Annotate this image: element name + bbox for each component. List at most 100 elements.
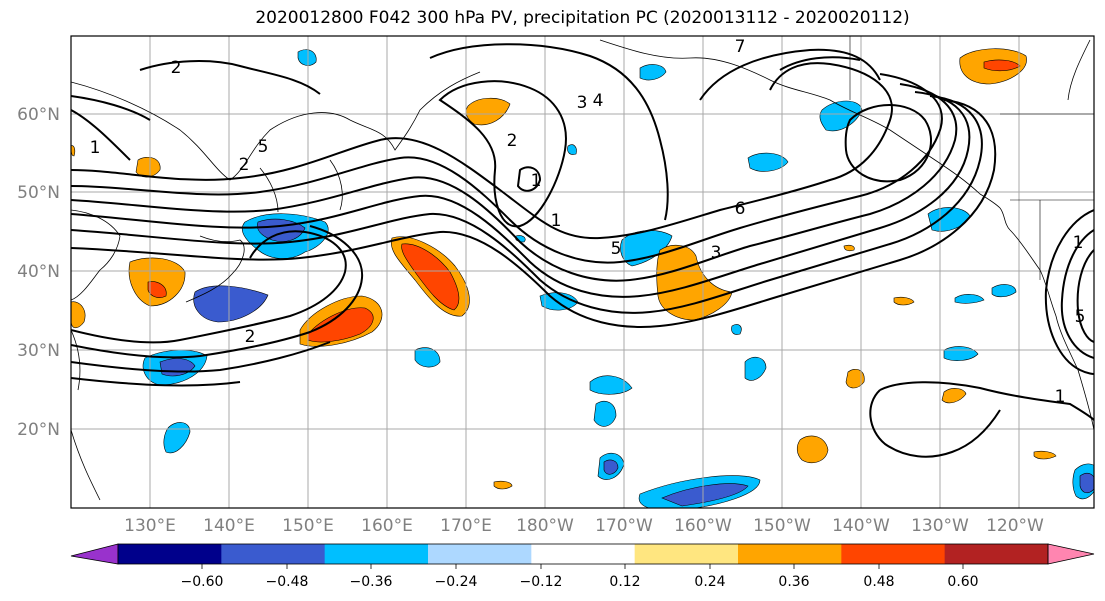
contour-label: 1: [551, 211, 562, 231]
lat-label: 40°N: [17, 262, 60, 282]
precip-blob: [128, 257, 186, 307]
precip-blob: [493, 480, 513, 490]
contour-labels: 2 1 5 2 4 3 2 1 7 6 5 3 2 1 5 1 1: [90, 37, 1086, 407]
precip-blob: [843, 244, 855, 252]
lon-label: 130°W: [911, 516, 969, 536]
contour-label: 3: [577, 93, 588, 113]
pv-contour: [139, 60, 321, 95]
colorbar-tick-label: 0.60: [947, 574, 978, 590]
precip-blob: [297, 49, 317, 66]
colorbar-extend-max: [1047, 543, 1095, 565]
pv-contour: [879, 381, 1094, 421]
lon-label: 130°E: [124, 516, 176, 536]
lat-label: 20°N: [17, 420, 60, 440]
pv-contour: [71, 341, 331, 373]
colorbar-segment: [634, 544, 739, 564]
pv-contour: [71, 99, 997, 328]
lon-label: 140°W: [832, 516, 890, 536]
pv-contour: [71, 377, 241, 387]
coastline: [71, 71, 481, 181]
contour-label: 1: [531, 171, 542, 191]
precip-blob: [639, 64, 667, 81]
precip-blob: [163, 422, 191, 454]
contour-label: 2: [245, 327, 256, 347]
pv-contour: [71, 225, 364, 359]
pv-contour: [71, 230, 347, 344]
pv-contour: [438, 80, 567, 228]
precip-blob: [983, 59, 1021, 72]
contour-label: 5: [611, 239, 622, 259]
precip-blob: [307, 307, 374, 343]
coastlines: [71, 39, 1094, 501]
precip-blob: [567, 144, 577, 155]
coastline: [71, 329, 81, 391]
precip-blob: [744, 356, 767, 381]
pv-contour: [71, 73, 943, 264]
contour-label: 1: [1055, 387, 1066, 407]
contour-label: 3: [711, 243, 722, 263]
coastline: [1067, 39, 1091, 101]
precip-blob: [845, 369, 865, 389]
contour-label: 2: [171, 58, 182, 78]
pv-contours: [71, 43, 1094, 458]
colorbar-segment: [944, 544, 1049, 564]
colorbar-segment: [531, 544, 636, 564]
pv-contour: [699, 48, 881, 101]
colorbar: −0.60 −0.48 −0.36 −0.24 −0.12 0.12 0.24 …: [70, 543, 1095, 590]
colorbar-frame: [117, 543, 1049, 565]
pv-contour: [1044, 209, 1094, 375]
lat-label: 30°N: [17, 341, 60, 361]
pv-contour: [71, 109, 131, 161]
contour-label: 5: [258, 137, 269, 157]
colorbar-tick-label: −0.60: [181, 574, 224, 590]
coastline: [1009, 229, 1094, 431]
contour-label: 5: [1075, 307, 1086, 327]
precip-blob: [71, 301, 86, 329]
pv-contour: [429, 43, 669, 221]
coastline: [71, 209, 121, 301]
precip-blob: [414, 347, 441, 368]
coastline: [599, 39, 1011, 231]
pv-contour: [779, 56, 861, 71]
lon-label: 180°W: [516, 516, 574, 536]
pv-contour: [844, 104, 932, 183]
longitude-labels: 130°E 140°E 150°E 160°E 170°E 180°W 170°…: [124, 516, 1044, 536]
precip-blob: [991, 284, 1017, 298]
contour-label: 7: [735, 37, 746, 57]
contour-label: 1: [90, 138, 101, 158]
latitude-labels: 60°N 50°N 40°N 30°N 20°N: [17, 105, 60, 440]
colorbar-segments: [118, 544, 1049, 564]
precip-blob: [1079, 473, 1094, 494]
precip-blob: [1033, 450, 1057, 460]
lon-label: 150°E: [282, 516, 334, 536]
pv-contour: [869, 389, 1001, 458]
precip-blob: [656, 244, 733, 321]
pv-contour: [516, 166, 542, 192]
precip-blob: [796, 435, 829, 463]
map-frame: [70, 35, 1095, 509]
colorbar-extend-min: [70, 543, 119, 565]
pv-contour: [71, 95, 151, 121]
coastline: [329, 159, 343, 211]
precip-blob: [589, 375, 633, 395]
pv-contour: [71, 95, 983, 314]
colorbar-segment: [738, 544, 842, 564]
colorbar-tick-label: −0.24: [435, 574, 478, 590]
colorbar-segment: [428, 544, 532, 564]
precip-blob: [731, 324, 742, 335]
colorbar-segment: [118, 544, 222, 564]
precip-blob: [661, 483, 749, 507]
pv-contour: [1076, 249, 1094, 343]
pv-contour: [71, 91, 971, 298]
lat-label: 60°N: [17, 105, 60, 125]
contour-label: 4: [593, 91, 604, 111]
lon-label: 150°W: [753, 516, 811, 536]
contour-label: 1: [1073, 233, 1084, 253]
colorbar-tick-label: 0.24: [694, 574, 725, 590]
colorbar-ticks: [201, 564, 964, 569]
precip-blob: [401, 243, 460, 311]
lon-label: 170°W: [595, 516, 653, 536]
colorbar-tick-label: −0.36: [350, 574, 393, 590]
colorbar-tick-label: 0.48: [863, 574, 894, 590]
